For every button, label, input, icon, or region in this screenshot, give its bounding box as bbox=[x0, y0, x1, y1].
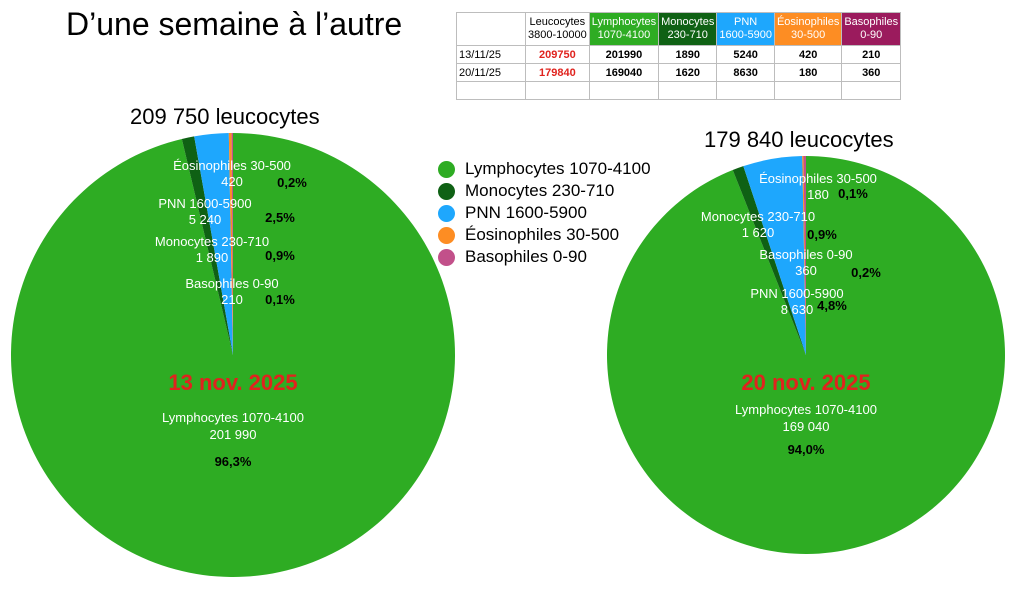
slice-name-label: PNN 1600-5900 bbox=[158, 196, 251, 211]
slice-value-label: 8 630 bbox=[781, 302, 814, 317]
legend-swatch bbox=[438, 182, 455, 200]
slice-value-label: 5 240 bbox=[189, 212, 222, 227]
slice-pct-label: 0,9% bbox=[807, 227, 837, 242]
slice-value-label: 360 bbox=[795, 263, 817, 278]
legend-label: Éosinophiles 30-500 bbox=[465, 225, 620, 244]
table-row-empty bbox=[456, 81, 902, 100]
header-pnn: PNN 1600-5900 bbox=[716, 12, 775, 46]
header-eosinophiles: Éosinophiles 30-500 bbox=[773, 12, 843, 46]
table-corner-cell bbox=[456, 12, 526, 46]
slice-name-label: Lymphocytes 1070-4100 bbox=[162, 410, 304, 425]
pie-date-label: 13 nov. 2025 bbox=[168, 370, 297, 395]
legend-label: Basophiles 0-90 bbox=[465, 247, 587, 266]
pie-slice bbox=[802, 156, 806, 355]
pie-slice bbox=[228, 133, 233, 355]
cell-lymphocytes: 169040 bbox=[588, 63, 660, 82]
legend-item: Basophiles 0-90 bbox=[438, 246, 651, 268]
slice-name-label: PNN 1600-5900 bbox=[750, 286, 843, 301]
slice-pct-label: 0,1% bbox=[838, 186, 868, 201]
pie-date-label: 20 nov. 2025 bbox=[741, 370, 870, 395]
slice-name-label: Monocytes 230-710 bbox=[701, 209, 815, 224]
slice-pct-label: 2,5% bbox=[265, 210, 295, 225]
pie-slice bbox=[743, 156, 806, 355]
slice-value-label: 201 990 bbox=[210, 427, 257, 442]
legend-label: Monocytes 230-710 bbox=[465, 181, 615, 200]
slice-value-label: 169 040 bbox=[783, 419, 830, 434]
legend-item: Lymphocytes 1070-4100 bbox=[438, 158, 651, 180]
page-title: D’une semaine à l’autre bbox=[66, 6, 403, 42]
legend-item: Monocytes 230-710 bbox=[438, 180, 651, 202]
row-date: 20/11/25 bbox=[456, 63, 526, 82]
slice-name-label: Basophiles 0-90 bbox=[759, 247, 852, 262]
pie-slice bbox=[732, 166, 806, 355]
pie-slice bbox=[10, 133, 456, 577]
empty-cell bbox=[773, 81, 843, 100]
pie-1-title: 209 750 leucocytes bbox=[130, 104, 320, 129]
pie-slice bbox=[231, 133, 233, 355]
legend-swatch bbox=[438, 160, 455, 178]
legend-swatch bbox=[438, 226, 455, 244]
results-table: Leucocytes 3800-10000 Lymphocytes 1070-410… bbox=[456, 12, 902, 100]
pie-2-title: 179 840 leucocytes bbox=[704, 127, 894, 152]
slice-name-label: Éosinophiles 30-500 bbox=[173, 158, 291, 173]
slice-name-label: Basophiles 0-90 bbox=[185, 276, 278, 291]
pie-slice bbox=[181, 136, 233, 355]
slice-pct-label: 96,3% bbox=[215, 454, 252, 469]
legend: Lymphocytes 1070-4100 Monocytes 230-710 PN… bbox=[438, 158, 651, 268]
pie-slice bbox=[803, 156, 806, 355]
cell-lymphocytes: 201990 bbox=[588, 45, 660, 64]
legend-item: PNN 1600-5900 bbox=[438, 202, 651, 224]
legend-swatch bbox=[438, 248, 455, 266]
slice-pct-label: 94,0% bbox=[788, 442, 825, 457]
slice-pct-label: 0,9% bbox=[265, 248, 295, 263]
legend-item: Éosinophiles 30-500 bbox=[438, 224, 651, 246]
slice-name-label: Lymphocytes 1070-4100 bbox=[735, 402, 877, 417]
empty-cell bbox=[588, 81, 660, 100]
table-header-row: Leucocytes 3800-10000 Lymphocytes 1070-410… bbox=[456, 12, 902, 46]
legend-label: Lymphocytes 1070-4100 bbox=[465, 159, 651, 178]
slice-pct-label: 0,2% bbox=[277, 175, 307, 190]
pie-slice bbox=[194, 133, 233, 355]
header-basophiles: Basophiles 0-90 bbox=[841, 12, 902, 46]
slice-pct-label: 0,2% bbox=[851, 265, 881, 280]
slice-value-label: 1 890 bbox=[196, 250, 229, 265]
slice-pct-label: 0,1% bbox=[265, 292, 295, 307]
empty-cell bbox=[658, 81, 718, 100]
legend-swatch bbox=[438, 204, 455, 222]
slice-value-label: 420 bbox=[221, 174, 243, 189]
slice-pct-label: 4,8% bbox=[817, 298, 847, 313]
slice-value-label: 210 bbox=[221, 292, 243, 307]
slice-name-label: Monocytes 230-710 bbox=[155, 234, 269, 249]
header-monocytes: Monocytes 230-710 bbox=[658, 12, 718, 46]
slice-value-label: 1 620 bbox=[742, 225, 775, 240]
legend-label: PNN 1600-5900 bbox=[465, 203, 587, 222]
slice-name-label: Éosinophiles 30-500 bbox=[759, 171, 877, 186]
slice-value-label: 180 bbox=[807, 187, 829, 202]
empty-cell bbox=[841, 81, 902, 100]
empty-cell bbox=[456, 81, 526, 100]
table-row: 13/11/25 209750 201990 1890 5240 420 210 bbox=[456, 45, 902, 64]
